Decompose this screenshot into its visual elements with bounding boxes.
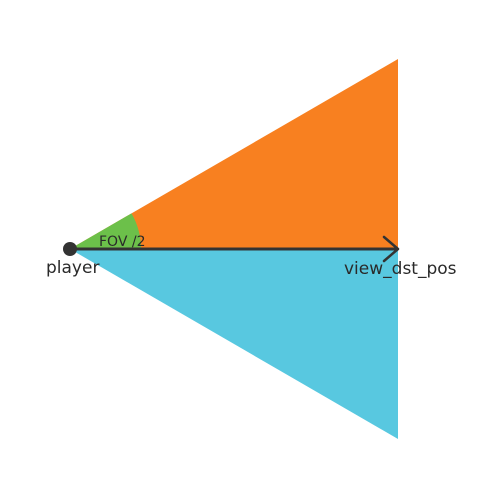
half-fov-angle-wedge bbox=[70, 213, 142, 249]
arrow-head bbox=[382, 235, 400, 263]
view-dst-pos-label: view_dst_pos bbox=[344, 259, 457, 279]
player-label: player bbox=[46, 258, 99, 278]
lower-fov-triangle bbox=[70, 249, 398, 439]
upper-fov-triangle bbox=[70, 59, 398, 249]
player-point bbox=[63, 242, 77, 256]
angle-label: FOV /2 bbox=[99, 234, 145, 250]
